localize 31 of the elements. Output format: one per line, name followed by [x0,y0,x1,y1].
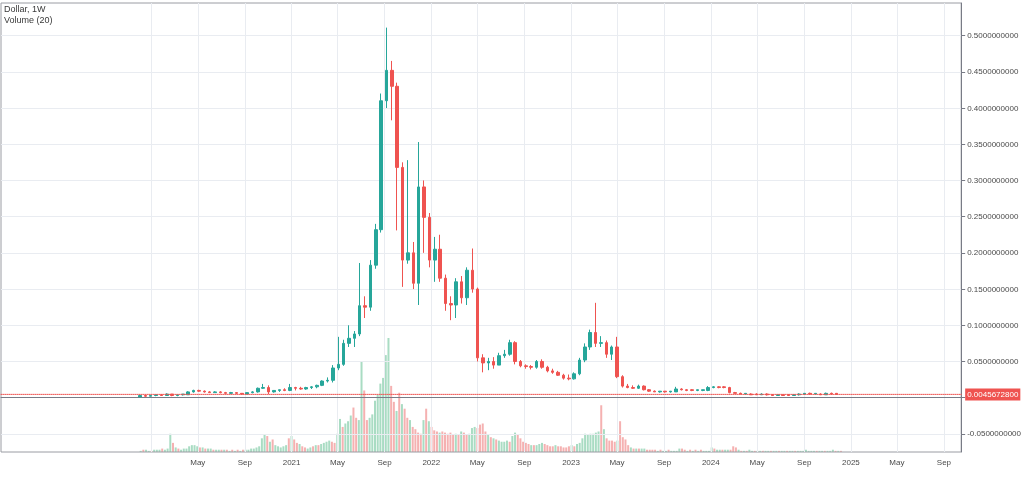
x-tick-label: Sep [517,457,533,467]
y-tick-label: 0.0500000000 [967,356,1019,366]
x-tick-label: Sep [237,457,253,467]
chart-title: Volume (20) [4,14,53,25]
y-tick-label: 0.1000000000 [967,320,1019,330]
x-tick-label: Sep [377,457,393,467]
x-tick-label: 2022 [422,457,441,467]
x-tick-label: May [609,457,625,467]
y-tick-label: 0.5000000000 [967,31,1019,41]
x-tick-label: Sep [936,457,952,467]
x-tick-label: 2023 [562,457,581,467]
x-tick-label: May [329,457,346,467]
y-tick-label: 0.4500000000 [967,67,1019,77]
chart-title: Dollar, 1W [4,3,47,14]
x-tick-label: Sep [656,457,672,467]
x-tick-label: May [749,457,765,467]
y-tick-label: 0.1500000000 [967,284,1019,294]
ref-line-label: 0.0045672800 [967,389,1019,399]
x-tick-label: 2021 [282,457,302,467]
y-tick-label: 0.3500000000 [967,139,1019,149]
y-tick-label: 0.3000000000 [967,175,1019,185]
x-tick-label: May [889,457,905,467]
x-tick-label: May [469,457,485,467]
y-tick-label: 0.2500000000 [967,212,1019,222]
x-tick-label: Sep [797,457,812,467]
x-tick-label: May [190,457,206,467]
y-tick-label: 0.2000000000 [967,248,1019,258]
x-tick-label: 2025 [842,457,861,467]
y-tick-label: -0.0500000000 [967,429,1022,439]
x-tick-label: 2024 [701,457,721,467]
y-tick-label: 0.4000000000 [967,103,1019,113]
